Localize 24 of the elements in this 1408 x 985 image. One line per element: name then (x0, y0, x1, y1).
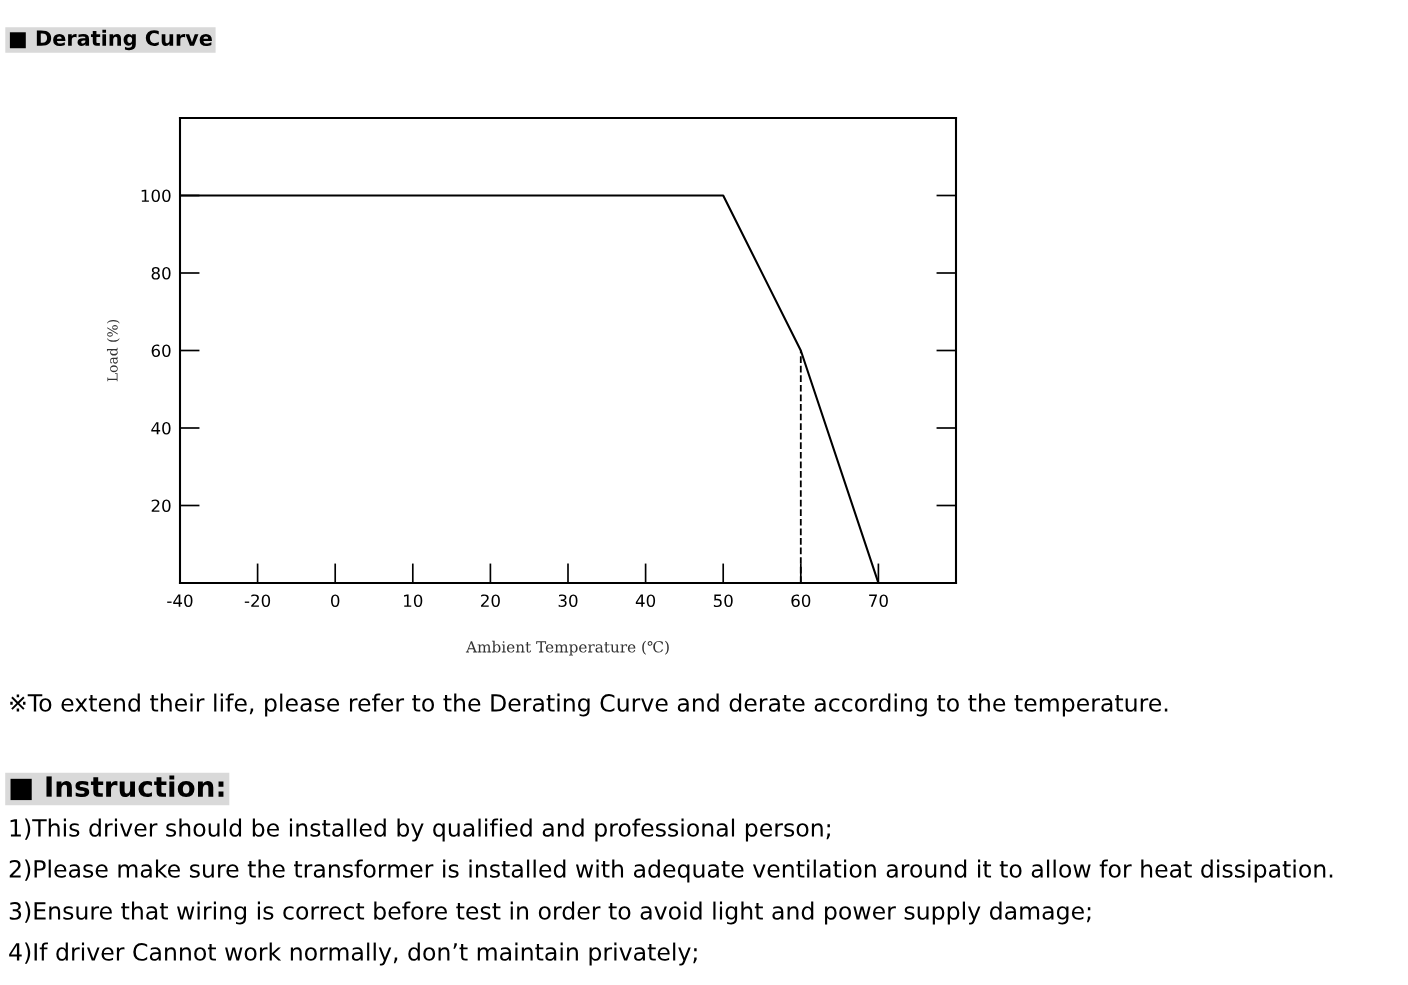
y-tick-label: 60 (151, 344, 171, 358)
x-tick-label: 30 (558, 594, 578, 608)
x-axis-title: Ambient Temperature (℃) (465, 640, 669, 656)
x-tick-label: 0 (331, 594, 340, 608)
x-tick-label: 50 (713, 594, 733, 608)
x-tick-label: -20 (244, 594, 271, 608)
y-tick-label: 20 (151, 499, 171, 513)
x-tick-label: 20 (481, 594, 500, 608)
text: 2)Please make sure the transformer is installed with adequate ventilation around it to allow for heat dissipation. (9, 859, 1333, 883)
text: 1)This driver should be installed by qualified and professional person; (10, 818, 830, 842)
y-axis-title: Load (%) (106, 320, 120, 382)
text: ■ Instruction: (10, 775, 224, 801)
x-tick-label: 60 (791, 594, 811, 608)
x-tick-label: -40 (167, 594, 193, 608)
text: 3)Ensure that wiring is correct before test in order to avoid light and power supply damage; (9, 901, 1091, 925)
text: ※To extend their life, please refer to the Derating Curve and derate according to the temperature. (10, 693, 1168, 717)
y-tick-label: 100 (141, 189, 171, 203)
chart-title: ■ Derating Curve (9, 29, 212, 51)
y-tick-label: 80 (151, 266, 171, 280)
x-tick-label: 40 (635, 594, 656, 608)
x-tick-label: 70 (869, 594, 888, 608)
x-tick-label: 10 (404, 594, 423, 608)
y-tick-label: 40 (151, 421, 171, 435)
text: 4)If driver Cannot work normally, don’t maintain privately; (9, 942, 697, 966)
